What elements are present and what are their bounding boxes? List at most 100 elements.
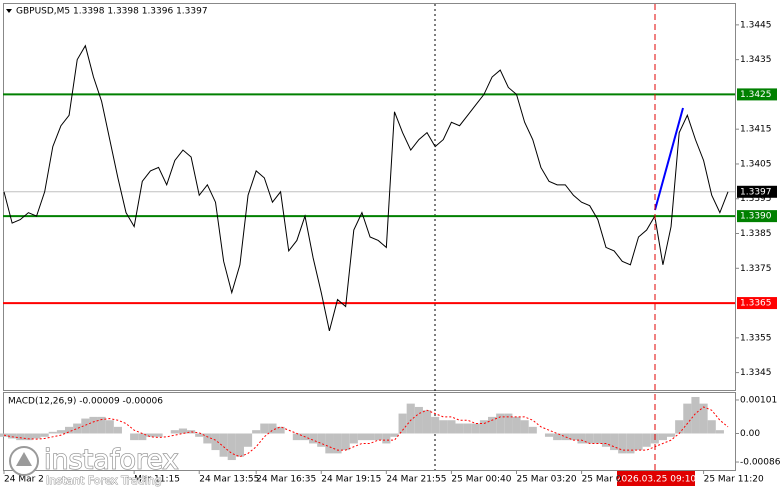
macd-bar — [89, 416, 98, 434]
macd-bar — [601, 433, 611, 447]
y-tick-label: 1.3445 — [740, 20, 772, 30]
y-tick-label: 1.3415 — [740, 125, 772, 135]
macd-bar — [81, 418, 90, 434]
macd-bar — [349, 433, 358, 444]
x-tick-label: Mar 11:15 — [134, 475, 180, 485]
y-tick-label: -0.00086 — [740, 458, 781, 468]
macd-bar — [113, 426, 122, 434]
watermark-tagline: Instant Forex Trading — [46, 474, 162, 487]
last-price-label: 1.3397 — [740, 187, 772, 197]
macd-bar — [658, 433, 667, 441]
y-tick-label: 1.3355 — [740, 333, 772, 343]
macd-bar — [32, 433, 41, 439]
macd-bar — [414, 406, 423, 434]
macd-bar — [309, 433, 318, 444]
x-tick-label: 24 Mar 2 — [4, 475, 44, 485]
macd-bar — [130, 433, 139, 441]
macd-bar — [528, 426, 537, 434]
level-label: 1.3425 — [740, 90, 772, 100]
macd-bar — [170, 430, 179, 434]
macd-bar — [8, 433, 17, 439]
macd-bar — [577, 433, 586, 444]
x-tick-label: 25 Mar 11:20 — [704, 475, 764, 485]
macd-frame — [3, 392, 736, 471]
macd-bar — [268, 423, 277, 434]
macd-bar — [40, 433, 49, 437]
level-label: 1.3365 — [740, 299, 772, 309]
macd-bar — [317, 433, 326, 447]
macd-bar — [431, 416, 440, 434]
macd-bar — [56, 430, 66, 434]
y-tick-label: 0.00101 — [740, 395, 777, 405]
level-box — [737, 210, 777, 223]
macd-bar — [455, 423, 464, 434]
y-tick-label: 1.3405 — [740, 159, 772, 169]
macd-bar — [325, 433, 334, 454]
macd-bar — [292, 433, 301, 441]
x-tick-label: 24 Mar 16:35 — [256, 475, 316, 485]
macd-bar — [569, 433, 578, 441]
watermark-logo-mark — [16, 452, 32, 466]
watermark: instaforex Instant Forex Trading — [9, 444, 179, 488]
menu-arrow — [6, 9, 12, 13]
watermark-brand: instaforex — [44, 445, 178, 476]
trend-line — [654, 107, 684, 211]
macd-bar — [488, 416, 497, 434]
macd-bar — [618, 433, 627, 454]
chart-title: GBPUSD,M5 1.3398 1.3398 1.3396 1.3397 — [16, 7, 208, 17]
x-tick-label: 24 Mar 13:55 — [199, 475, 259, 485]
price-line — [3, 44, 729, 332]
macd-bar — [195, 433, 204, 437]
level-box — [737, 88, 777, 101]
macd-bar — [341, 433, 350, 451]
last-price-box — [737, 185, 777, 198]
macd-bar — [235, 433, 244, 457]
macd-bar — [422, 410, 432, 434]
macd-bar — [544, 433, 554, 437]
y-tick-label: 1.3385 — [740, 229, 772, 239]
macd-bar — [520, 420, 529, 434]
macd-bar — [553, 433, 562, 441]
macd-bar — [447, 420, 456, 434]
macd-bar — [138, 433, 147, 441]
macd-bar — [512, 416, 521, 434]
macd-bar — [585, 433, 594, 444]
macd-bar — [593, 433, 602, 444]
macd-bar — [219, 433, 228, 457]
y-tick-label: 1.3345 — [740, 368, 772, 378]
macd-bar — [691, 396, 700, 434]
price-frame — [3, 3, 736, 391]
y-tick-label: 1.3435 — [740, 55, 772, 65]
macd-bar — [154, 433, 163, 437]
macd-bar — [504, 413, 513, 434]
macd-bar — [626, 433, 635, 454]
macd-bar — [642, 433, 651, 447]
crosshair-label: 2026.03.25 09:10 — [616, 475, 697, 485]
macd-bar — [48, 431, 57, 434]
macd-bar — [634, 433, 643, 451]
x-tick-label: 24 Mar 21:55 — [386, 475, 446, 485]
macd-bar — [675, 420, 684, 434]
macd-bar — [439, 420, 448, 434]
macd-bar — [16, 433, 25, 441]
macd-bar — [65, 426, 74, 434]
macd-bar — [146, 433, 155, 437]
macd-bar — [666, 433, 676, 437]
macd-bar — [357, 433, 366, 441]
x-tick-label: 24 Mar 19:15 — [321, 475, 381, 485]
plot — [0, 44, 735, 461]
macd-bar — [683, 403, 692, 434]
macd-bar — [243, 433, 253, 447]
macd-bar — [382, 433, 391, 444]
macd-bar — [260, 423, 269, 434]
macd-bar — [471, 423, 480, 434]
macd-title: MACD(12,26,9) -0.00009 -0.00006 — [8, 397, 163, 407]
level-box — [737, 297, 777, 310]
macd-bar — [398, 413, 407, 434]
level-label: 1.3390 — [740, 212, 772, 222]
macd-bar — [178, 428, 188, 434]
y-tick-label: 0.00 — [740, 429, 760, 439]
macd-bar — [97, 416, 106, 434]
